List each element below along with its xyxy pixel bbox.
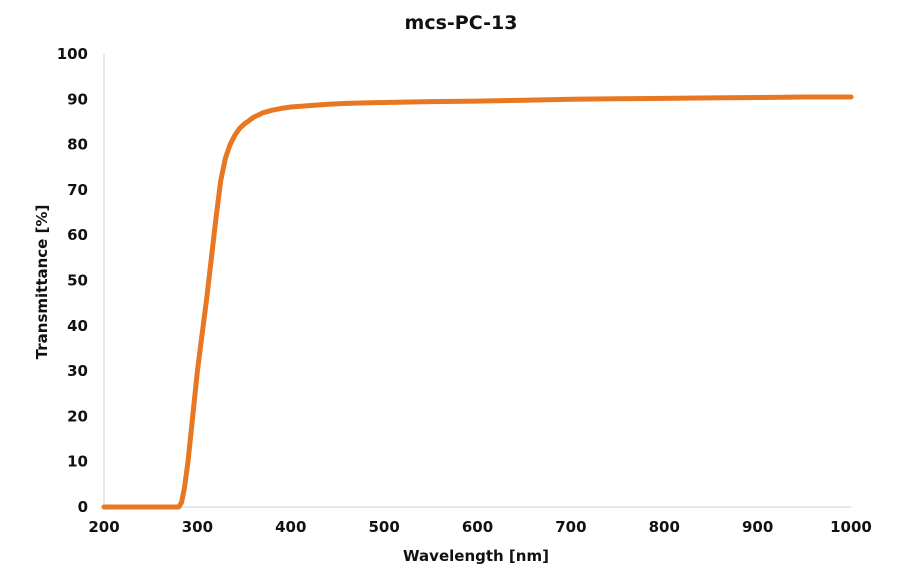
y-axis-label: Transmittance [%]	[33, 205, 51, 360]
y-tick-label: 60	[67, 226, 88, 244]
y-tick-label: 90	[67, 90, 88, 108]
x-tick-labels: 200 300 400 500 600 700 800 900 1000	[88, 518, 872, 536]
y-tick-label: 0	[78, 498, 88, 516]
y-tick-labels: 0 10 20 30 40 50 60 70 80 90 100	[57, 45, 88, 516]
y-tick-label: 40	[67, 317, 88, 335]
x-axis-label: Wavelength [nm]	[403, 547, 549, 565]
series-line	[101, 94, 854, 510]
x-tick-label: 1000	[830, 518, 872, 536]
y-tick-label: 100	[57, 45, 88, 63]
x-tick-label: 800	[649, 518, 680, 536]
x-tick-label: 600	[462, 518, 493, 536]
y-tick-label: 10	[67, 453, 88, 471]
y-tick-label: 20	[67, 407, 88, 425]
x-tick-label: 900	[742, 518, 773, 536]
x-tick-label: 500	[368, 518, 399, 536]
y-tick-label: 30	[67, 362, 88, 380]
series-layer	[101, 94, 854, 510]
x-tick-label: 200	[88, 518, 119, 536]
x-tick-label: 700	[555, 518, 586, 536]
x-tick-label: 300	[182, 518, 213, 536]
x-tick-label: 400	[275, 518, 306, 536]
y-tick-label: 50	[67, 272, 88, 290]
y-tick-label: 80	[67, 136, 88, 154]
chart-title: mcs-PC-13	[405, 12, 518, 34]
y-tick-label: 70	[67, 181, 88, 199]
